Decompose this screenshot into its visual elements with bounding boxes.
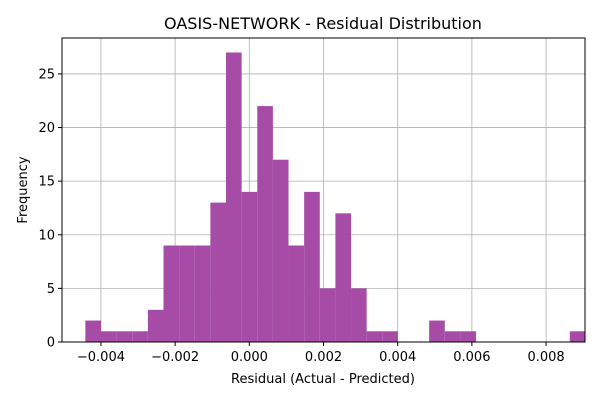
- histogram-bar: [351, 288, 367, 342]
- histogram-bar: [210, 202, 227, 342]
- histogram-bar: [226, 52, 242, 342]
- histogram-bar: [257, 106, 273, 343]
- histogram-bar: [319, 288, 336, 342]
- histogram-bar: [366, 331, 383, 342]
- histogram-bar: [304, 191, 320, 342]
- histogram-bar: [382, 331, 398, 342]
- y-axis-ticks: 0 5 10 15 20 25: [38, 67, 62, 351]
- x-axis-ticks: −0.004 −0.002 0.000 0.002 0.004 0.006 0.008: [77, 342, 565, 365]
- y-tick-label: 5: [47, 282, 55, 297]
- x-tick-label: −0.004: [77, 350, 125, 365]
- histogram-bar: [429, 320, 445, 342]
- y-tick-label: 0: [47, 336, 55, 351]
- histogram-bar: [100, 331, 117, 342]
- histogram-bar: [460, 331, 477, 342]
- x-tick-label: 0.008: [527, 350, 564, 365]
- histogram-bar: [163, 245, 180, 342]
- histogram-bar: [288, 245, 305, 342]
- histogram-bar: [147, 309, 164, 342]
- x-axis-label: Residual (Actual - Predicted): [231, 372, 415, 387]
- x-tick-label: −0.002: [151, 350, 199, 365]
- x-tick-label: 0.002: [305, 350, 342, 365]
- x-tick-label: 0.004: [379, 350, 416, 365]
- y-tick-label: 15: [38, 175, 55, 190]
- x-tick-label: 0.006: [453, 350, 490, 365]
- histogram-bar: [272, 159, 289, 342]
- y-axis-label: Frequency: [16, 156, 31, 223]
- histogram-bar: [444, 331, 461, 342]
- chart-title: OASIS-NETWORK - Residual Distribution: [164, 14, 482, 33]
- histogram-bar: [335, 213, 352, 342]
- y-tick-label: 25: [38, 67, 55, 82]
- y-tick-label: 10: [38, 228, 55, 243]
- histogram-bar: [85, 320, 101, 342]
- y-tick-label: 20: [38, 121, 55, 136]
- histogram-bar: [116, 331, 133, 342]
- histogram-bars: [85, 52, 586, 343]
- histogram-bar: [132, 331, 148, 342]
- histogram-bar: [241, 191, 258, 342]
- histogram-bar: [569, 331, 586, 342]
- x-tick-label: 0.000: [231, 350, 268, 365]
- histogram-bar: [194, 245, 211, 342]
- histogram-bar: [179, 245, 195, 342]
